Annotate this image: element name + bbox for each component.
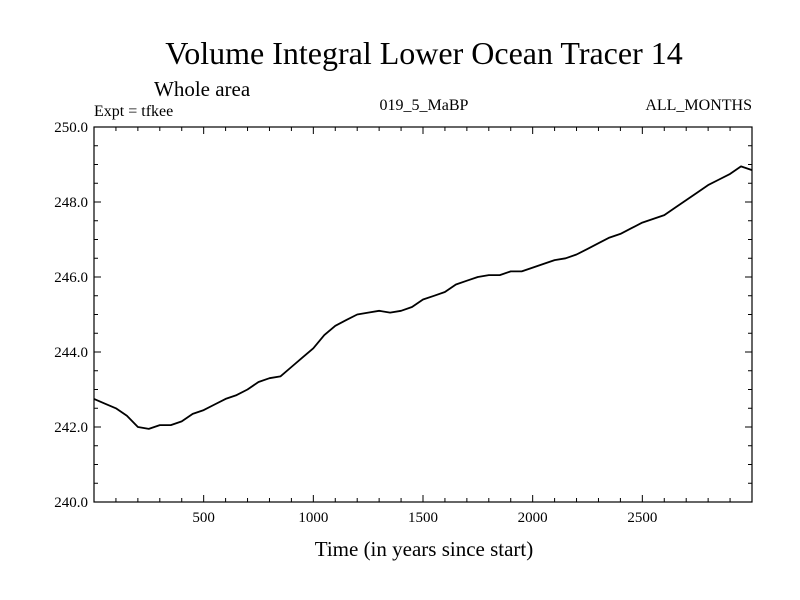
series-point [313,347,315,349]
series-point [258,381,260,383]
series-point [598,242,600,244]
series-point [291,366,293,368]
series-point [718,179,720,181]
series-point [181,421,183,423]
series-point [433,295,435,297]
series-point [707,184,709,186]
series-point [674,207,676,209]
series-point [247,389,249,391]
series-point [334,325,336,327]
y-tick-label: 248.0 [54,195,88,211]
series-point [521,271,523,273]
series-point [488,274,490,276]
series-point [466,280,468,282]
series-point [554,259,556,261]
series-point [400,310,402,312]
x-axis-tick-labels: 500 1000 1500 2000 2500 [192,510,657,526]
series-point [642,222,644,224]
series-point [170,424,172,426]
series-point [729,173,731,175]
x-axis-ticks [115,127,731,502]
series-point [532,267,534,269]
series-point [631,227,633,229]
series-point [663,214,665,216]
series-point [587,248,589,250]
y-tick-label: 250.0 [54,120,88,136]
series-point [280,376,282,378]
series-point [543,263,545,265]
series-point [324,334,326,336]
series-point [510,271,512,273]
series-point [609,237,611,239]
y-tick-label: 240.0 [54,495,88,511]
right-label: ALL_MONTHS [645,97,752,114]
series-point [104,403,106,405]
series-point [696,192,698,194]
series-point [455,284,457,286]
series-point [115,407,117,409]
series-point [444,291,446,293]
series-point [751,169,753,171]
series-point [137,426,139,428]
y-tick-label: 242.0 [54,420,88,436]
series-point [477,276,479,278]
x-tick-label: 1000 [298,510,328,526]
series-point [576,254,578,256]
x-axis-label: Time (in years since start) [315,537,534,561]
y-tick-label: 244.0 [54,345,88,361]
x-tick-label: 2000 [518,510,548,526]
series-point [269,377,271,379]
series-point [225,398,227,400]
series-point [422,299,424,301]
series-point [411,306,413,308]
x-tick-label: 500 [192,510,215,526]
series-point [389,312,391,314]
center-label: 019_5_MaBP [380,97,469,114]
series-point [93,398,95,400]
series-point [356,314,358,316]
y-tick-label: 246.0 [54,270,88,286]
series-point [565,257,567,259]
x-tick-label: 1500 [408,510,438,526]
series-point [685,199,687,201]
series-point [620,233,622,235]
series-point [214,404,216,406]
series-point [192,413,194,415]
chart-subtitle: Whole area [154,77,251,101]
series-point [367,312,369,314]
series-point [740,166,742,168]
series-point [203,409,205,411]
y-axis-tick-labels: 240.0 242.0 244.0 246.0 248.0 250.0 [54,120,88,511]
series-line [93,165,753,430]
series-point [345,319,347,321]
series-point [126,415,128,417]
series-point [378,310,380,312]
y-axis-ticks [94,145,752,484]
series-point [148,428,150,430]
series-point [499,274,501,276]
series-point [653,218,655,220]
experiment-label: Expt = tfkee [94,103,173,120]
series-point [302,357,304,359]
chart-title: Volume Integral Lower Ocean Tracer 14 [165,35,682,71]
series-point [236,394,238,396]
series-point [159,424,161,426]
x-tick-label: 2500 [627,510,657,526]
